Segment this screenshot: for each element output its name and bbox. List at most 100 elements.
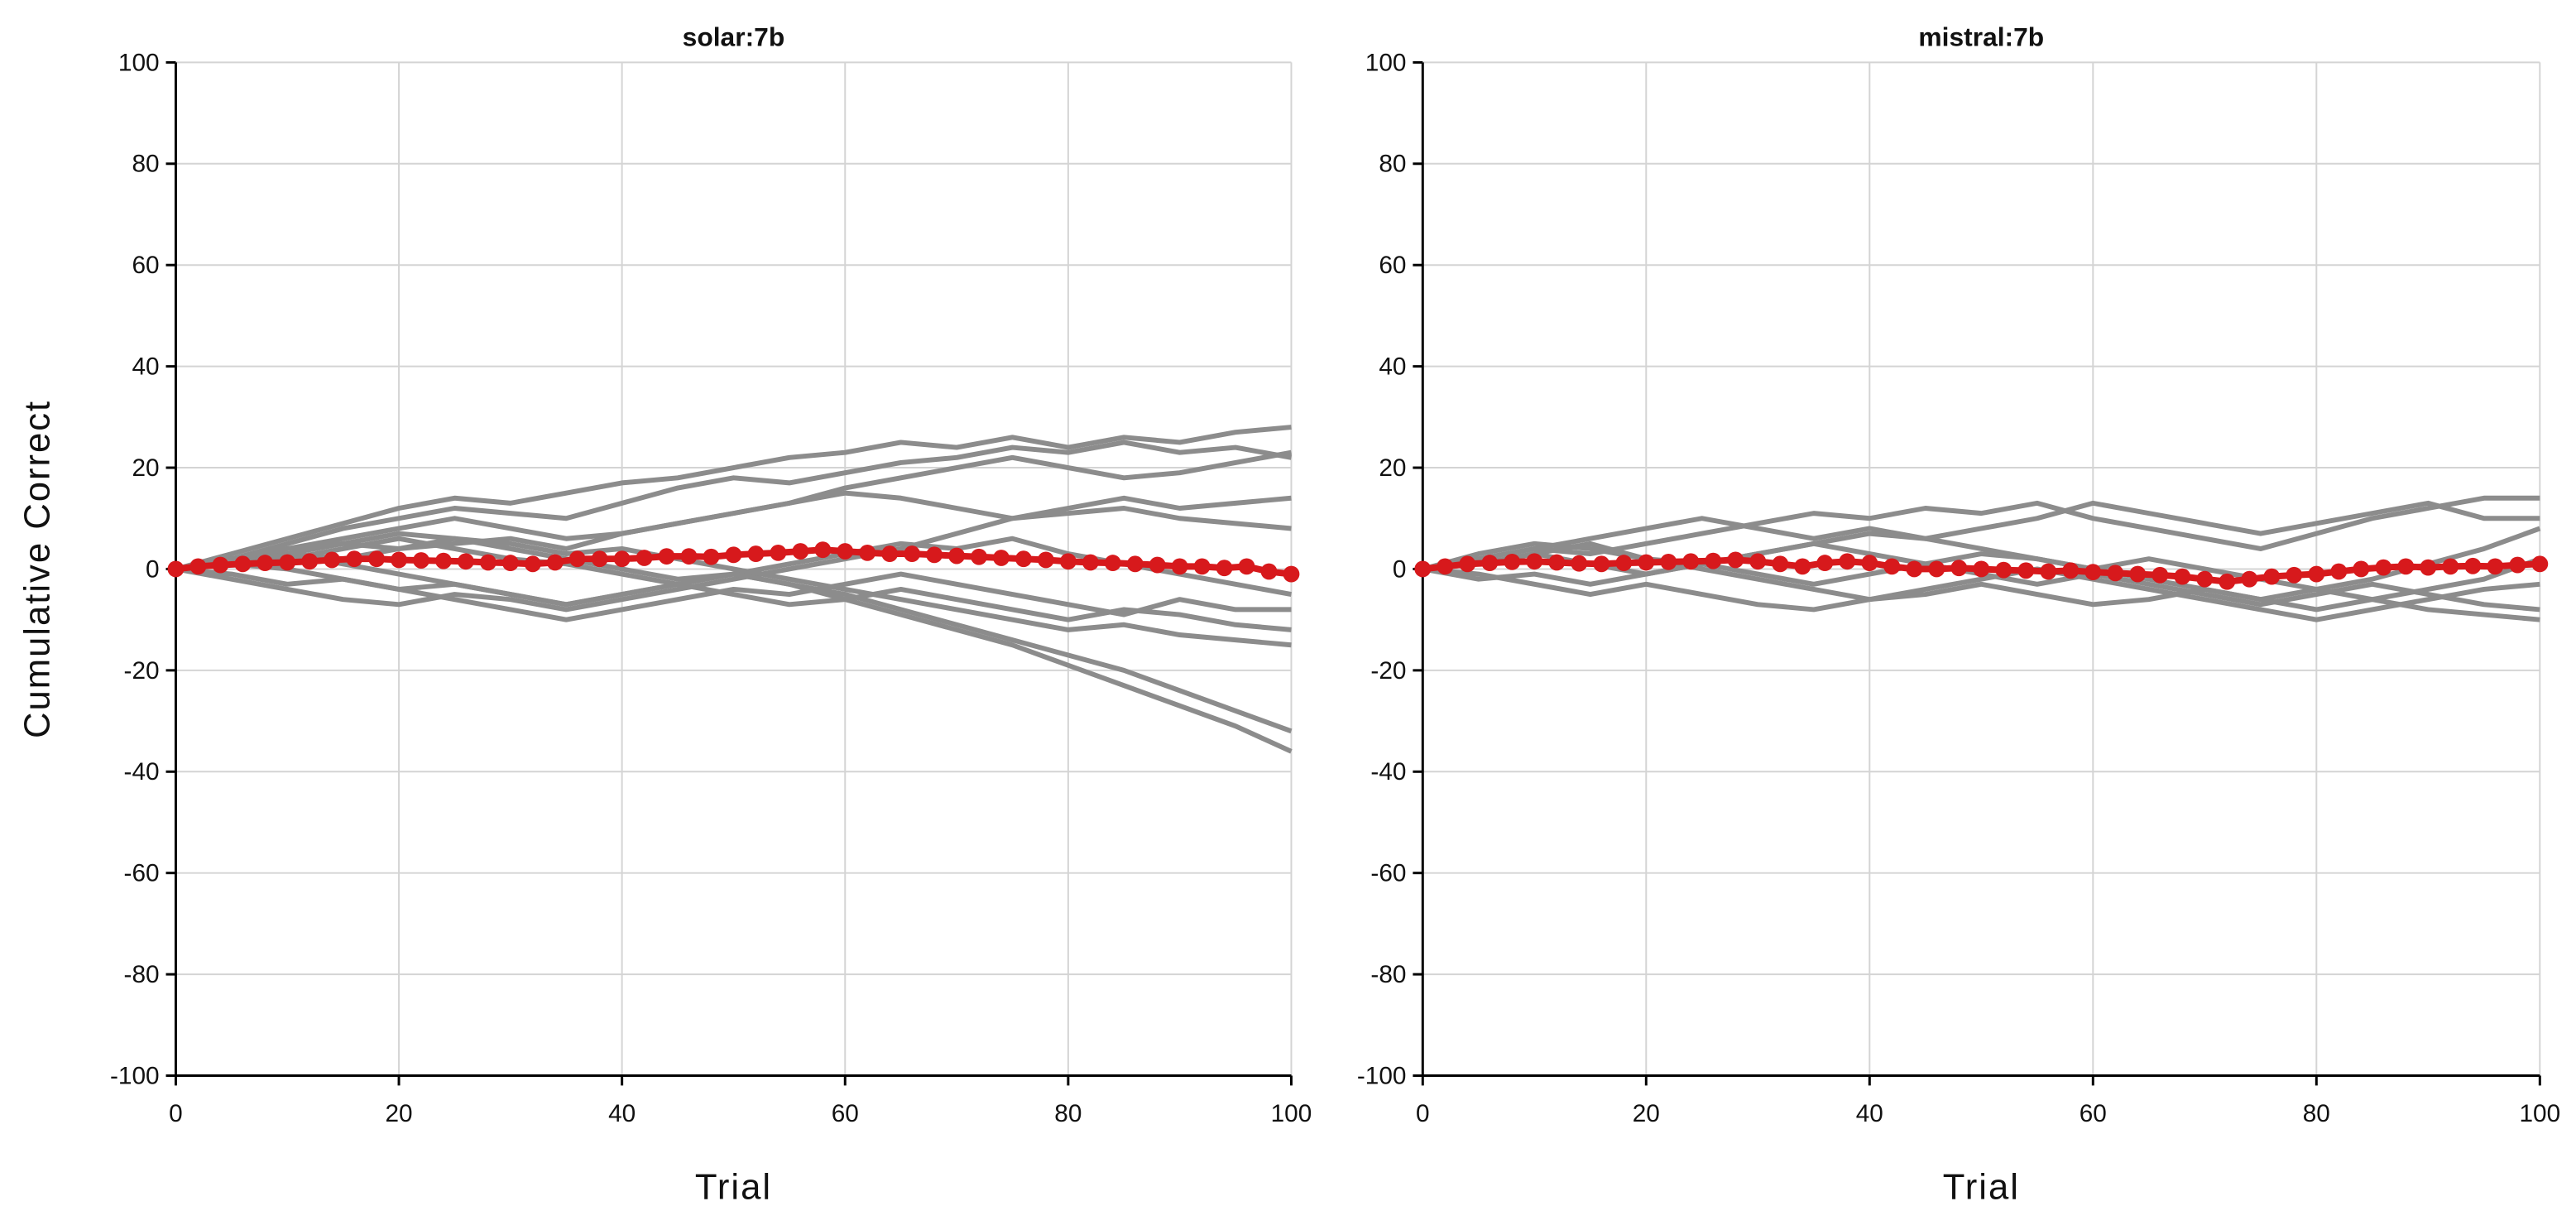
mean-point [1928, 560, 1945, 578]
mean-point [1015, 550, 1032, 568]
x-tick-label: 0 [169, 1100, 183, 1127]
x-tick-label: 40 [608, 1100, 636, 1127]
mean-point [1260, 563, 1278, 580]
x-tick-label: 100 [2519, 1100, 2560, 1127]
trial-line [1422, 516, 2540, 622]
mean-point [524, 555, 541, 573]
panel: -100 -80 -60 -40 -20 0 20 40 60 80 100 0 20 40 60 80 100… [1357, 22, 2560, 1208]
mean-point [1950, 560, 1968, 577]
mean-point [1104, 555, 1121, 572]
mean-point [658, 548, 675, 565]
mean-point [234, 555, 252, 573]
mean-point [1682, 553, 1700, 570]
mean-point [189, 558, 207, 575]
x-tick-label: 20 [385, 1100, 412, 1127]
mean-point [1571, 555, 1588, 572]
mean-point [2151, 566, 2169, 584]
mean-point [2174, 568, 2191, 585]
mean-point [591, 550, 608, 568]
mean-point [1705, 552, 1722, 569]
mean-point [391, 551, 407, 569]
y-tick-label: 100 [1365, 49, 1407, 76]
mean-point [2330, 563, 2348, 580]
mean-point [1082, 554, 1099, 571]
mean-point [680, 548, 698, 565]
mean-point [613, 550, 631, 568]
y-tick-label: -80 [1370, 961, 1406, 988]
mean-point [1126, 555, 1144, 573]
trial-line [175, 440, 1293, 572]
y-tick-label: 0 [1393, 555, 1407, 583]
mean-point [1059, 553, 1077, 570]
y-tick-label: 80 [1379, 151, 1406, 178]
mean-point [413, 552, 429, 569]
mean-point [2129, 565, 2147, 583]
y-tick-label: 60 [132, 252, 159, 279]
x-tick-label: 0 [1416, 1100, 1430, 1127]
mean-point [1749, 553, 1767, 570]
x-tick-label: 40 [1856, 1100, 1883, 1127]
mean-point [792, 543, 809, 560]
mean-point [2219, 573, 2236, 590]
mean-point [2286, 566, 2303, 584]
y-axis-label: Cumulative Correct [17, 400, 58, 738]
y-tick-label: -100 [1357, 1062, 1407, 1089]
trial-line [1422, 541, 2541, 613]
mean-point [1973, 560, 1990, 578]
mean-point [546, 554, 564, 571]
mean-point [1526, 553, 1543, 570]
y-tick-label: 0 [146, 555, 160, 583]
mean-point [1772, 555, 1789, 573]
mean-point [457, 553, 474, 570]
mean-point [2084, 564, 2102, 581]
trial-line [1422, 526, 2541, 608]
mean-point [435, 552, 452, 569]
y-tick-label: 40 [1379, 353, 1406, 381]
mean-point [1238, 558, 1255, 575]
mean-point [1615, 555, 1633, 572]
trial-line [175, 449, 1293, 572]
mean-point [1839, 553, 1856, 570]
mean-point [2062, 562, 2080, 579]
mean-point [2487, 558, 2504, 575]
trial-line [1422, 566, 2540, 622]
mean-point [2263, 568, 2281, 585]
mean-point [2040, 563, 2057, 580]
mean-point [1283, 565, 1300, 583]
mean-point [2308, 565, 2325, 583]
y-tick-label: -20 [124, 657, 160, 685]
mean-point [2464, 557, 2482, 574]
mean-point [501, 555, 519, 572]
mean-point [948, 547, 965, 565]
mean-point [568, 550, 586, 568]
mean-point [1504, 553, 1521, 570]
mean-point [636, 550, 653, 566]
mean-point [1638, 554, 1655, 571]
mean-point [1171, 558, 1188, 575]
y-tick-label: -80 [124, 961, 160, 988]
mean-point [1037, 551, 1054, 569]
chart-title: mistral:7b [1918, 22, 2044, 52]
mean-point [1216, 560, 1233, 577]
mean-point [1883, 558, 1901, 575]
trial-line [175, 425, 1292, 572]
x-axis-label: Trial [695, 1166, 772, 1207]
x-tick-label: 80 [1054, 1100, 1082, 1127]
mean-point [993, 550, 1010, 566]
mean-point [2375, 559, 2392, 576]
y-tick-label: 100 [118, 49, 160, 76]
mean-point [2420, 559, 2437, 576]
trial-line [175, 536, 1292, 648]
mean-point [1437, 558, 1454, 575]
mean-point [904, 545, 921, 563]
mean-point [2196, 570, 2214, 588]
mean-point [368, 550, 386, 568]
mean-point [2017, 562, 2035, 579]
mean-point [1816, 555, 1834, 572]
chart-title: solar:7b [683, 22, 785, 52]
y-tick-label: 60 [1379, 252, 1406, 279]
mean-point [770, 544, 787, 561]
trial-line [175, 561, 1293, 754]
mean-point [1660, 553, 1677, 570]
mean-point [1995, 561, 2012, 579]
